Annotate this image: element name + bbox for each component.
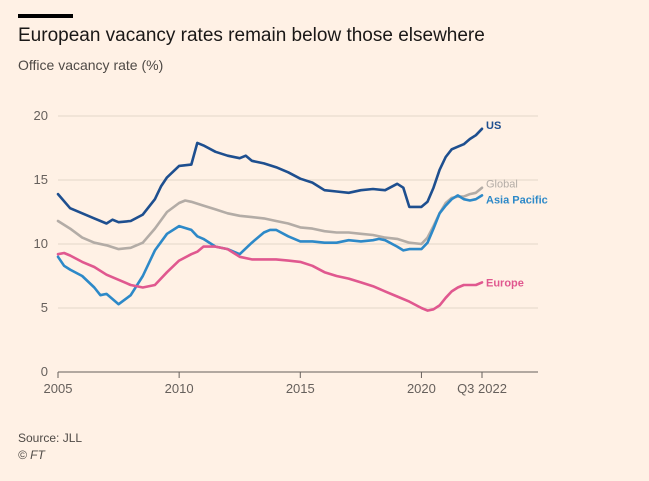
- series-label-us: US: [486, 120, 501, 132]
- x-tick-label-2015: 2015: [286, 381, 315, 396]
- y-tick-label-20: 20: [34, 108, 48, 123]
- series-line-us: [56, 127, 484, 225]
- y-tick-label-5: 5: [41, 300, 48, 315]
- series-label-asia-pacific: Asia Pacific: [486, 194, 548, 206]
- x-tick-label-2010: 2010: [165, 381, 194, 396]
- chart-subtitle: Office vacancy rate (%): [18, 57, 164, 73]
- ft-top-bar: [18, 14, 73, 18]
- x-tick-label-2005: 2005: [44, 381, 73, 396]
- source-note: Source: JLL: [18, 431, 83, 445]
- y-tick-label-15: 15: [34, 172, 48, 187]
- y-tick-label-10: 10: [34, 236, 48, 251]
- y-tick-label-0: 0: [41, 364, 48, 379]
- copyright-note: © FT: [18, 448, 45, 462]
- series-label-global: Global: [486, 179, 518, 191]
- series-label-europe: Europe: [486, 277, 524, 289]
- x-tick-label-2020: 2020: [407, 381, 436, 396]
- line-chart: 0 5 10 15 20 2005 2010 2015 2020 Q3 2022 US Global A…: [34, 108, 548, 396]
- chart-title: European vacancy rates remain below thos…: [18, 25, 485, 46]
- series-line-europe: [56, 245, 484, 312]
- x-tick-label-Q3-2022: Q3 2022: [457, 381, 507, 396]
- series-line-global: [56, 186, 484, 251]
- series-line-asia-pacific: [56, 194, 484, 306]
